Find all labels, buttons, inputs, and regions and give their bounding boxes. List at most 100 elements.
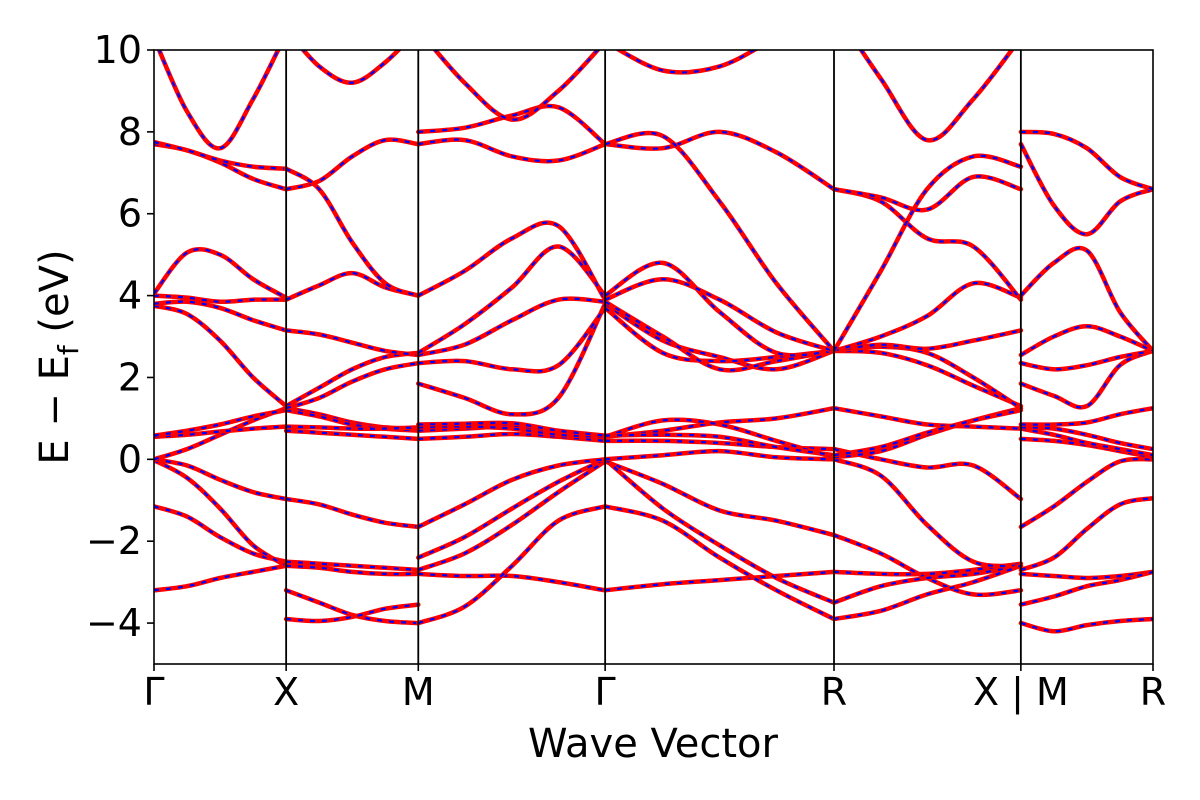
band-line-dft-s3-b9 [602,301,837,372]
y-axis-ticks: 10 8 6 4 2 0 −2 −4 [86,28,154,645]
band-line-wannier-s3-b13 [604,278,835,352]
band-line-wannier-s3-b12 [604,261,835,357]
band-line-wannier-s4-b13 [833,188,1022,301]
band-line-wannier-s0-b13 [157,50,280,150]
band-line-dft-s2-b14 [416,137,608,164]
band-line-dft-s5-b12 [1018,245,1153,354]
band-line-wannier-s1-b7 [286,425,419,430]
band-line-dft-s4-b6 [831,405,1024,431]
band-line-dft-s5-b3 [1018,569,1153,607]
y-tick-label-1: 8 [118,110,142,154]
y-tick-label-7: −4 [86,601,142,645]
band-line-dft-s5-b8 [1018,405,1153,427]
band-line-dft-s5-b13 [1018,141,1153,237]
y-tick-label-2: 6 [118,192,142,236]
band-line-wannier-s5-b11 [1020,325,1153,356]
band-line-dft-s5-b10 [1018,348,1153,372]
band-line-wannier-s3-b7 [604,418,835,459]
y-tick-label-3: 4 [118,274,142,318]
x-tick-label-1: X [273,670,299,714]
band-line-dft-s4-b9 [831,348,1024,409]
band-line-wannier-s3-b11 [604,300,835,372]
x-tick-label-4: R [821,670,847,714]
x-tick-label-3: Γ [595,670,616,714]
band-line-wannier-s4-b4 [833,564,1022,621]
band-line-dft-s2-b3 [416,457,608,530]
band-line-wannier-s2-b15 [418,104,606,145]
band-line-dft-s5-b9 [1018,348,1153,410]
band-line-dft-s1-b2 [283,496,421,530]
band-line-dft-s0-b3 [154,457,289,502]
band-line-wannier-s3-b3 [605,449,835,461]
band-line-wannier-s2-b10 [418,307,606,373]
x-axis-title: Wave Vector [528,721,779,767]
band-line-wannier-s5-b13 [1019,143,1153,236]
band-line-dft-s2-b5 [416,431,608,444]
x-tick-label-5: X | M [973,670,1069,715]
band-line-wannier-s4-b10 [833,345,1022,410]
band-line-dft-s0-b10 [154,246,289,300]
band-line-dft-s3-b4 [602,504,837,622]
band-line-wannier-s3-b8 [605,433,835,457]
band-line-wannier-s4-b11 [833,329,1022,352]
band-line-wannier-s2-b13 [417,221,607,301]
band-line-dft-s2-b2 [416,457,608,560]
band-line-wannier-s1-b13 [285,138,419,191]
band-line-wannier-s3-b4 [604,505,835,620]
band-line-dft-s4-b15 [831,153,1024,354]
band-line-dft-s2-b16 [432,50,601,122]
plot-frame [153,49,1154,665]
band-line-wannier-s3-b0 [604,570,835,592]
band-line-wannier-s1-b15 [301,50,401,84]
band-line-dft-s2-b1 [416,459,608,573]
band-line-wannier-s2-b4 [417,505,606,625]
x-tick-label-0: Γ [143,670,164,714]
band-line-wannier-s0-b2 [154,459,287,567]
band-line-wannier-s0-b9 [154,294,287,303]
band-line-wannier-s5-b6 [1020,427,1153,457]
band-line-wannier-s2-b3 [417,458,606,528]
band-line-wannier-s2-b11 [418,297,606,357]
band-line-dft-s1-b11 [283,328,421,358]
band-line-wannier-s1-b0 [286,564,419,576]
band-line-wannier-s5-b7 [1020,426,1153,451]
band-line-wannier-s3-b1 [604,460,835,537]
band-line-dft-s1-b12 [283,270,421,302]
band-line-dft-s1-b14 [283,166,421,298]
band-line-wannier-s5-b10 [1020,349,1153,371]
band-line-dft-s3-b1 [602,459,837,538]
band-line-wannier-s5-b14 [1020,130,1153,191]
high-symmetry-lines [285,50,1022,664]
band-line-wannier-s2-b14 [418,138,606,163]
band-line-dft-s1-b10 [283,360,421,411]
band-line-dft-s5-b1 [1018,495,1153,573]
band-line-dft-s4-b13 [831,186,1024,302]
band-line-wannier-s4-b5 [833,448,1022,500]
y-tick-label-5: 0 [118,437,142,481]
band-line-wannier-s5-b2 [1020,457,1153,528]
band-line-wannier-s4-b12 [833,281,1022,352]
band-line-wannier-s1-b2 [285,497,419,528]
band-line-wannier-s3-b16 [617,50,757,74]
y-tick-label-0: 10 [94,28,142,72]
band-line-wannier-s3-b15 [604,131,835,352]
y-tick-label-4: 2 [118,355,142,399]
band-line-dft-s0-b7 [154,303,289,409]
band-line-wannier-s4-b15 [833,154,1022,352]
band-line-wannier-s5-b12 [1020,246,1153,352]
band-line-wannier-s1-b12 [285,271,419,301]
band-line-dft-s2-b0 [416,571,608,593]
x-tick-label-6: R [1140,670,1166,714]
band-line-wannier-s4-b2 [833,564,1022,604]
band-line-dft-s4-b0 [831,561,1024,577]
band-line-wannier-s0-b12 [154,141,287,170]
band-line-wannier-s5-b9 [1020,349,1153,409]
band-line-wannier-s1-b4 [286,603,419,623]
band-line-dft-s2-b7 [416,424,608,440]
band-line-wannier-s5-b8 [1020,407,1153,426]
band-line-wannier-s0-b1 [154,505,287,563]
y-tick-label-6: −2 [86,519,142,563]
band-line-dft-s2-b8 [416,420,608,438]
band-line-wannier-s0-b7 [154,304,287,407]
